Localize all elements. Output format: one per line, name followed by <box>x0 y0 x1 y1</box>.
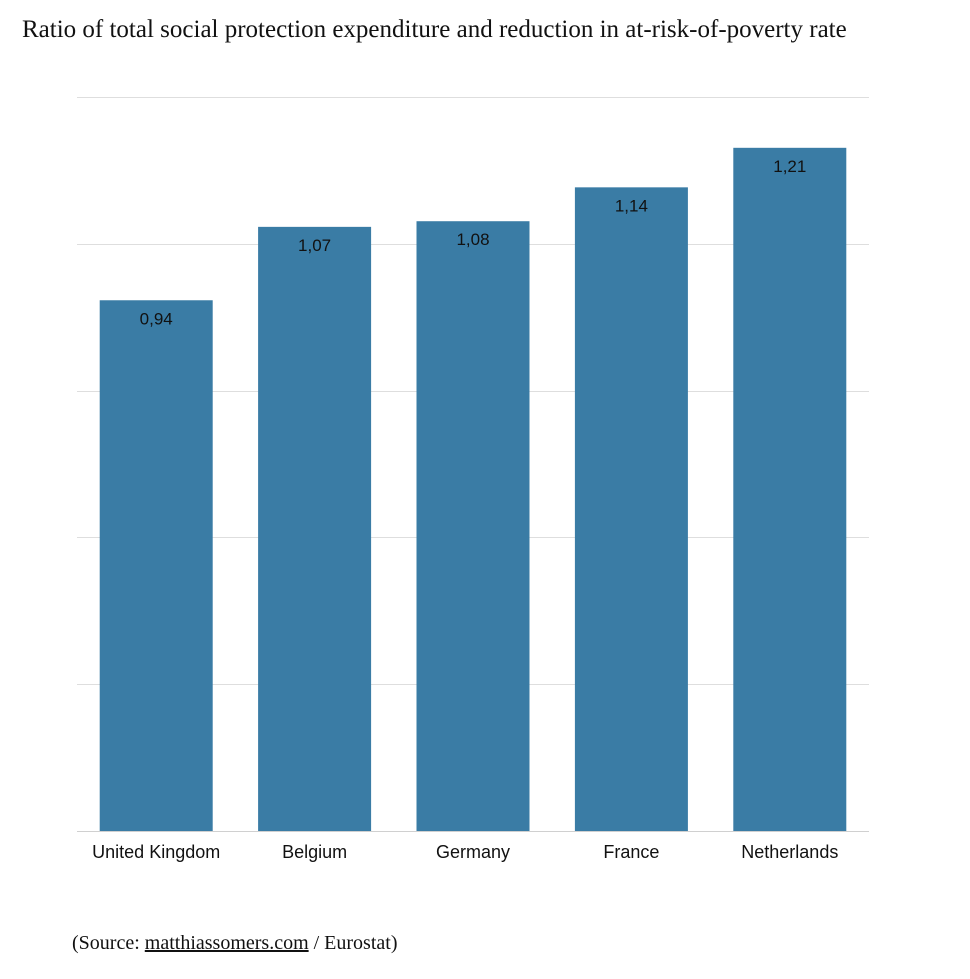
source-suffix: / Eurostat) <box>308 932 398 954</box>
data-label: 1,07 <box>298 236 331 255</box>
x-tick-label: Germany <box>436 842 510 862</box>
x-tick-label: France <box>603 842 659 862</box>
bar <box>99 300 213 831</box>
source-note: (Source: matthiassomers.com / Eurostat) <box>72 932 398 955</box>
data-label: 1,14 <box>615 196 648 215</box>
x-tick-label: United Kingdom <box>92 842 220 862</box>
x-tick-label: Belgium <box>282 842 347 862</box>
data-label: 1,08 <box>456 230 489 249</box>
data-label: 1,21 <box>773 157 806 176</box>
data-label: 0,94 <box>140 309 173 328</box>
x-tick-label: Netherlands <box>741 842 838 862</box>
source-link[interactable]: matthiassomers.com <box>144 932 309 954</box>
bar <box>258 226 372 831</box>
bar <box>733 147 847 832</box>
source-prefix: (Source: <box>72 932 145 954</box>
chart-title: Ratio of total social protection expendi… <box>22 16 847 43</box>
bar <box>416 221 530 831</box>
bar <box>574 187 688 832</box>
